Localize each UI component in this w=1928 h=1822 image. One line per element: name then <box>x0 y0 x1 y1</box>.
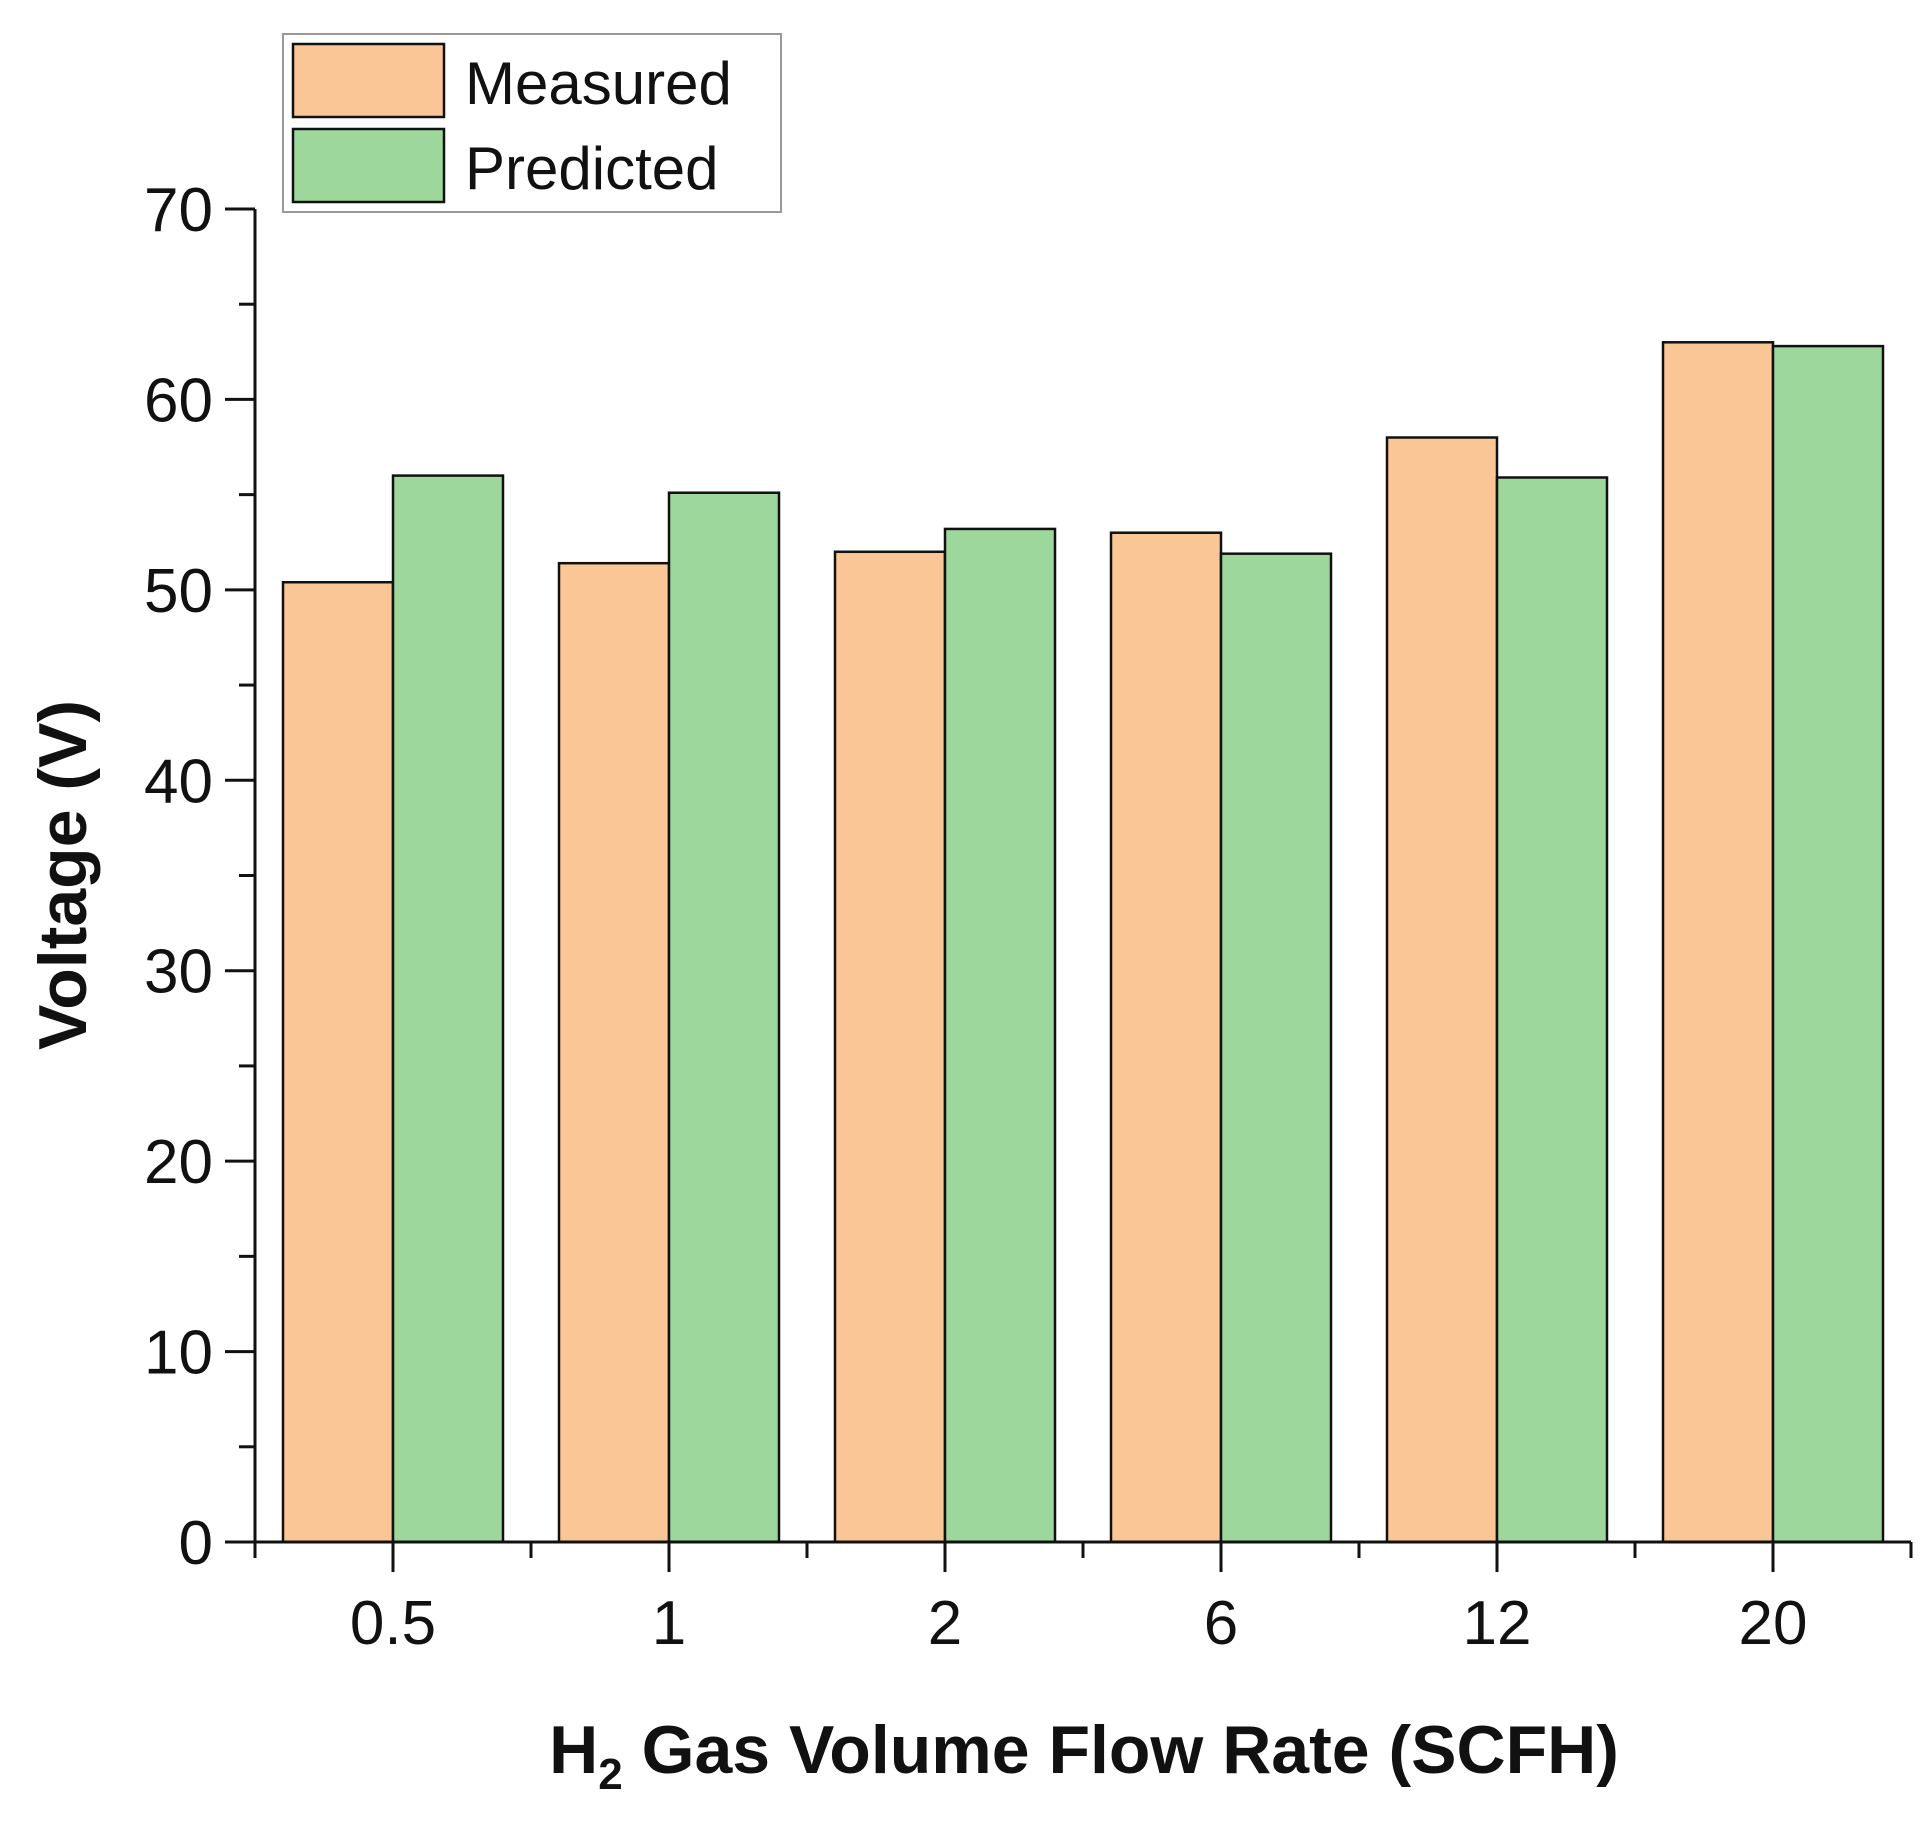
bar-measured-2 <box>833 550 947 1544</box>
x-axis-title: H2 Gas Volume Flow Rate (SCFH) <box>549 1712 1619 1799</box>
bar-predicted-12 <box>1495 476 1609 1544</box>
x-ticks-group: 0.5 1 2 6 12 20 <box>253 1542 1913 1658</box>
legend: Measured Predicted <box>282 33 782 213</box>
y-tick-label: 30 <box>144 938 213 1007</box>
y-axis-title: Voltage (V) <box>25 700 101 1050</box>
legend-label-predicted: Predicted <box>465 135 718 202</box>
bar-measured-6 <box>1109 531 1223 1544</box>
y-tick-label: 20 <box>144 1128 213 1197</box>
y-tick-label: 0 <box>179 1509 213 1578</box>
x-tick-label: 0.5 <box>350 1589 436 1658</box>
y-tick-label: 40 <box>144 747 213 816</box>
bar-predicted-1 <box>667 491 781 1544</box>
x-tick-label: 20 <box>1739 1589 1808 1658</box>
x-tick-label: 1 <box>652 1589 686 1658</box>
bar-predicted-6 <box>1219 552 1333 1544</box>
x-axis-title-rest: Gas Volume Flow Rate (SCFH) <box>623 1712 1619 1788</box>
x-tick-label: 6 <box>1204 1589 1238 1658</box>
y-ticks-group: 0 10 20 30 40 50 60 70 <box>144 176 255 1578</box>
legend-swatch-measured <box>291 42 446 119</box>
bar-measured-20 <box>1661 341 1775 1544</box>
legend-swatch-predicted <box>291 127 446 204</box>
bar-measured-12 <box>1385 436 1499 1544</box>
bar-measured-1 <box>557 561 671 1544</box>
bar-predicted-2 <box>943 527 1057 1544</box>
bar-predicted-20 <box>1771 344 1885 1544</box>
bar-predicted-0.5 <box>391 474 505 1544</box>
x-tick-label: 2 <box>928 1589 962 1658</box>
y-tick-label: 50 <box>144 557 213 626</box>
legend-label-measured: Measured <box>465 50 732 117</box>
x-tick-label: 12 <box>1463 1589 1532 1658</box>
bars-group <box>281 341 1885 1544</box>
y-tick-label: 10 <box>144 1319 213 1388</box>
y-tick-label: 70 <box>144 176 213 245</box>
x-axis-title-subscript: 2 <box>598 1750 622 1799</box>
x-axis-title-prefix: H <box>549 1712 598 1788</box>
bar-measured-0.5 <box>281 580 395 1544</box>
y-tick-label: 60 <box>144 366 213 435</box>
